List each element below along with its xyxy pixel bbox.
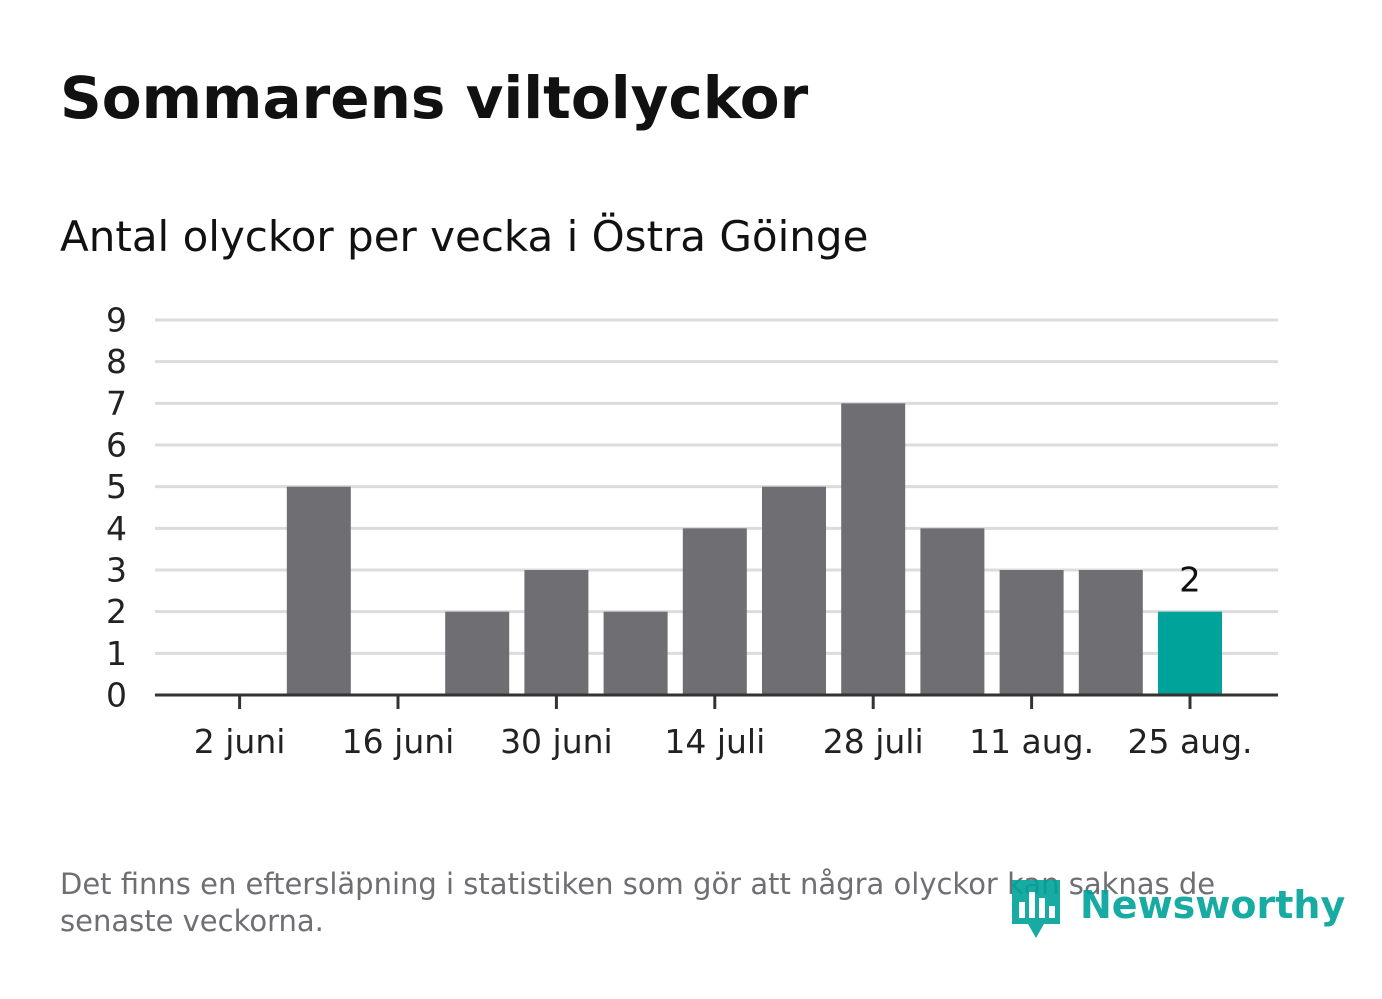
bars <box>286 403 1222 695</box>
bar <box>1078 570 1143 695</box>
y-tick-label: 5 <box>106 467 127 506</box>
newsworthy-bar-chart-logo-icon <box>1012 880 1060 938</box>
bar <box>841 403 906 695</box>
data-label: 2 <box>1179 561 1201 601</box>
y-tick-label: 1 <box>106 634 127 673</box>
y-tick-label: 4 <box>106 509 127 548</box>
bar-highlighted <box>1158 611 1222 695</box>
y-tick-label: 0 <box>106 676 127 715</box>
bar <box>682 528 747 695</box>
bar <box>920 528 985 695</box>
newsworthy-logo: Newsworthy <box>1010 878 1345 942</box>
chart-title: Sommarens viltolyckor <box>60 64 809 132</box>
chart-subtitle: Antal olyckor per vecka i Östra Göinge <box>60 212 869 261</box>
x-tick-label: 28 juli <box>823 722 924 761</box>
bar <box>603 611 668 695</box>
y-tick-label: 6 <box>106 426 127 465</box>
y-tick-label: 7 <box>106 384 127 423</box>
x-axis-labels: 2 juni 16 juni 30 juni 14 juli 28 juli 11 aug… <box>194 722 1253 761</box>
bar <box>445 611 510 695</box>
y-tick-label: 9 <box>106 301 127 340</box>
x-tick-label: 16 juni <box>342 722 455 761</box>
x-axis <box>155 693 1278 709</box>
bar <box>999 570 1064 695</box>
bar <box>286 486 351 695</box>
x-tick-label: 30 juni <box>500 722 613 761</box>
x-tick-label: 25 aug. <box>1127 722 1252 761</box>
bar <box>524 570 589 695</box>
bar <box>762 486 826 695</box>
y-tick-label: 3 <box>106 551 127 590</box>
y-tick-label: 8 <box>106 342 127 381</box>
y-tick-label: 2 <box>106 592 127 631</box>
x-tick-label: 14 juli <box>664 722 765 761</box>
x-tick-label: 2 juni <box>194 722 286 761</box>
x-tick-label: 11 aug. <box>969 722 1094 761</box>
data-labels: 2 <box>1179 561 1201 601</box>
brand-name: Newsworthy <box>1080 883 1346 927</box>
